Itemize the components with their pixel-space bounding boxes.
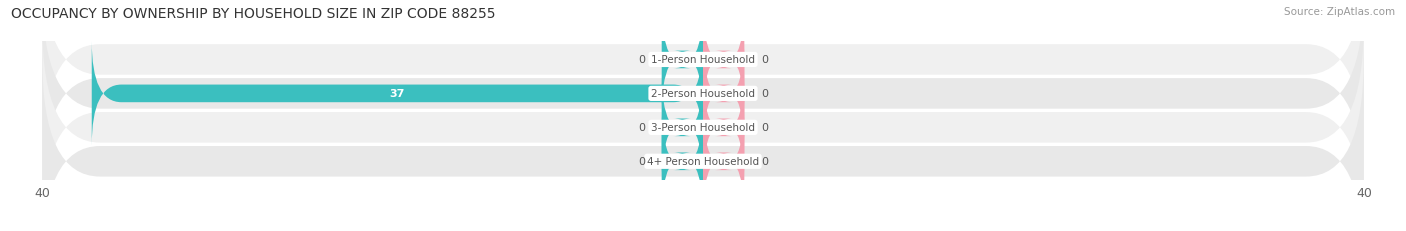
- FancyBboxPatch shape: [662, 76, 703, 180]
- Text: 0: 0: [638, 123, 645, 133]
- FancyBboxPatch shape: [662, 8, 703, 112]
- FancyBboxPatch shape: [42, 0, 1364, 197]
- FancyBboxPatch shape: [703, 109, 744, 214]
- Text: 2-Person Household: 2-Person Household: [651, 89, 755, 99]
- FancyBboxPatch shape: [703, 8, 744, 112]
- Text: 0: 0: [638, 55, 645, 65]
- Text: 0: 0: [638, 157, 645, 167]
- Text: OCCUPANCY BY OWNERSHIP BY HOUSEHOLD SIZE IN ZIP CODE 88255: OCCUPANCY BY OWNERSHIP BY HOUSEHOLD SIZE…: [11, 7, 496, 21]
- Text: 0: 0: [761, 89, 768, 99]
- FancyBboxPatch shape: [703, 42, 744, 146]
- Text: Source: ZipAtlas.com: Source: ZipAtlas.com: [1284, 7, 1395, 17]
- Text: 3-Person Household: 3-Person Household: [651, 123, 755, 133]
- FancyBboxPatch shape: [91, 42, 703, 146]
- FancyBboxPatch shape: [662, 109, 703, 214]
- FancyBboxPatch shape: [703, 76, 744, 180]
- Text: 37: 37: [389, 89, 405, 99]
- Text: 0: 0: [761, 55, 768, 65]
- FancyBboxPatch shape: [42, 25, 1364, 231]
- Text: 4+ Person Household: 4+ Person Household: [647, 157, 759, 167]
- Text: 0: 0: [761, 157, 768, 167]
- FancyBboxPatch shape: [42, 0, 1364, 163]
- Text: 1-Person Household: 1-Person Household: [651, 55, 755, 65]
- Text: 0: 0: [761, 123, 768, 133]
- FancyBboxPatch shape: [42, 58, 1364, 231]
